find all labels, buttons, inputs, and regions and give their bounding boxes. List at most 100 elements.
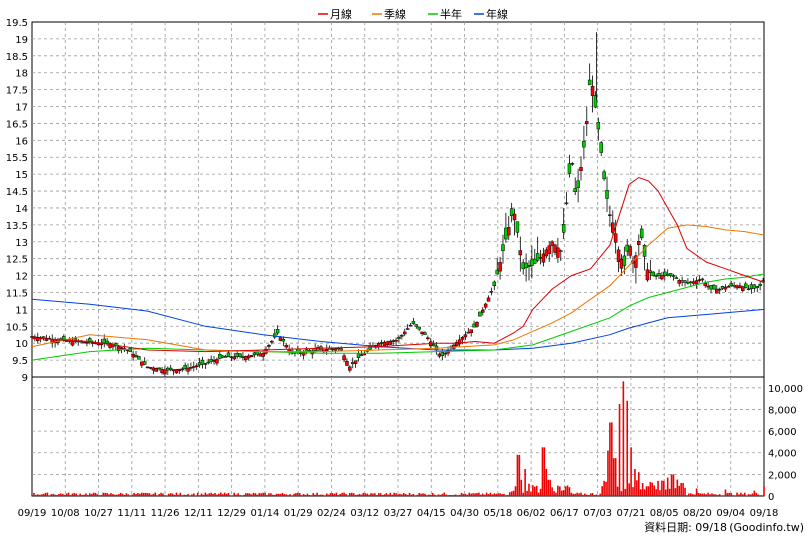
volume-bar — [755, 492, 758, 496]
volume-bar — [322, 494, 324, 496]
volume-bar — [94, 492, 97, 496]
volume-bar — [258, 493, 261, 496]
volume-bar — [682, 483, 684, 496]
date-tick-label: 01/14 — [250, 508, 279, 519]
candle-body — [605, 190, 609, 199]
candle-body — [186, 367, 190, 372]
volume-bar — [501, 494, 503, 496]
volume-bar — [85, 493, 87, 496]
volume-bar — [435, 495, 438, 496]
legend-label: 半年 — [440, 7, 462, 21]
volume-bar — [312, 493, 315, 496]
volume-bar — [358, 493, 361, 496]
volume-bar — [732, 495, 734, 496]
candle-body — [524, 262, 528, 269]
volume-bar — [585, 494, 588, 496]
candle-body — [602, 171, 606, 180]
volume-bar — [518, 454, 521, 496]
volume-bar — [245, 493, 247, 496]
volume-bar — [614, 458, 617, 496]
date-tick-label: 03/12 — [350, 508, 379, 519]
candle-body — [585, 121, 589, 125]
date-tick-label: 01/29 — [284, 508, 313, 519]
price-tick-label: 9.5 — [12, 356, 28, 367]
volume-bar — [690, 493, 692, 496]
volume-bar — [202, 494, 205, 496]
volume-bar — [108, 494, 110, 496]
volume-bar — [424, 493, 426, 496]
candle-body — [102, 338, 106, 344]
volume-bar — [48, 495, 51, 496]
volume-bar — [664, 489, 667, 496]
candle-body — [41, 336, 46, 339]
candle-body — [466, 331, 471, 334]
candle-body — [639, 228, 644, 239]
volume-bar — [275, 493, 278, 496]
volume-bar — [578, 493, 580, 496]
candle-body — [140, 361, 144, 366]
candle-body — [440, 352, 445, 357]
date-tick-label: 05/18 — [483, 508, 512, 519]
volume-bar — [148, 493, 151, 496]
volume-bar — [268, 493, 270, 496]
candle-body — [405, 328, 410, 330]
volume-bar — [87, 495, 89, 496]
volume-panel: 10,000 8,000 6,000 4,000 2,000 0 — [31, 376, 803, 503]
volume-bar — [171, 493, 174, 496]
volume-bar — [324, 495, 326, 496]
volume-tick-label: 6,000 — [768, 427, 797, 438]
candle-body — [489, 291, 494, 293]
volume-bar — [426, 495, 428, 496]
volume-bar — [597, 495, 600, 496]
volume-bar — [397, 494, 399, 496]
volume-bar — [166, 495, 168, 496]
volume-bar — [194, 495, 197, 496]
volume-bar — [643, 489, 646, 496]
candle-body — [579, 167, 583, 172]
date-tick-label: 08/20 — [683, 508, 712, 519]
candle-body — [281, 339, 286, 342]
moving-average-line — [31, 298, 765, 351]
volume-bar — [439, 494, 442, 496]
volume-bar — [447, 495, 449, 496]
moving-average-lines — [31, 176, 765, 361]
candle-body — [166, 367, 170, 371]
volume-bar — [302, 494, 305, 496]
volume-bar — [133, 492, 135, 496]
candle-body — [90, 342, 95, 344]
volume-bar — [264, 492, 266, 496]
volume-tick-label: 0 — [768, 492, 774, 503]
volume-bar — [688, 493, 690, 496]
candle-body — [353, 360, 358, 364]
candle-body — [564, 202, 569, 205]
volume-bar — [483, 494, 486, 496]
volume-bar — [716, 495, 719, 496]
volume-bar — [300, 495, 303, 496]
candle-body — [755, 286, 760, 288]
volume-bar — [273, 494, 276, 496]
volume-bar — [757, 494, 760, 496]
volume-bar — [223, 492, 226, 496]
candle-body — [235, 353, 239, 357]
candle-body — [244, 356, 248, 361]
candle-body — [246, 355, 251, 359]
candle-body — [261, 353, 265, 357]
price-tick-label: 16.5 — [6, 119, 28, 130]
volume-bar — [408, 492, 411, 496]
candle-body — [512, 213, 517, 221]
volume-bar — [287, 495, 289, 496]
candle-body — [457, 339, 462, 345]
volume-bar — [530, 491, 532, 496]
volume-bar — [189, 495, 191, 496]
volume-bar — [416, 494, 419, 496]
candle-body — [180, 368, 185, 371]
volume-bar — [119, 492, 122, 496]
candle-body — [137, 356, 141, 360]
volume-bar — [622, 381, 625, 496]
candle-body — [62, 336, 66, 341]
volume-bar — [237, 493, 239, 496]
volume-bar — [379, 493, 382, 496]
volume-bar — [674, 488, 677, 496]
volume-bar — [603, 480, 605, 496]
volume-bar — [239, 495, 241, 496]
